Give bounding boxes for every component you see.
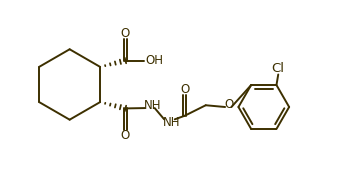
Text: OH: OH — [145, 54, 163, 67]
Text: NH: NH — [163, 116, 180, 129]
Text: O: O — [180, 83, 189, 96]
Text: O: O — [121, 27, 130, 40]
Text: NH: NH — [143, 99, 161, 112]
Text: O: O — [121, 129, 130, 142]
Text: Cl: Cl — [272, 62, 285, 75]
Text: O: O — [224, 98, 234, 111]
